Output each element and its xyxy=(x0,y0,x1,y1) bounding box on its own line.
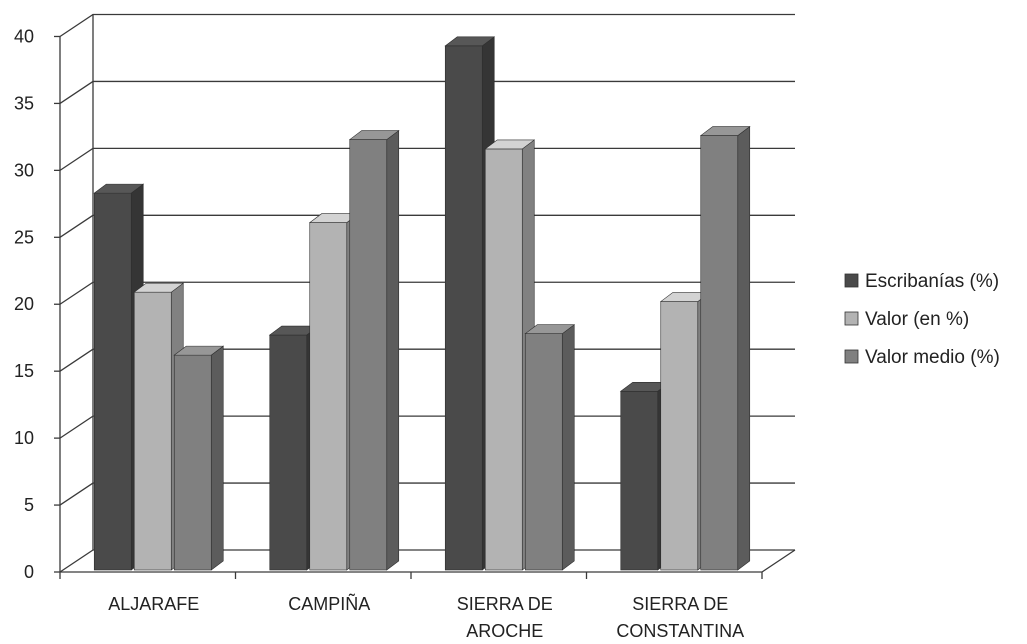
bar xyxy=(173,345,225,571)
bar-front xyxy=(173,354,212,571)
bar xyxy=(699,125,751,571)
x-category-label: AROCHE xyxy=(466,621,543,641)
bar-top xyxy=(524,324,576,334)
bar xyxy=(348,129,400,571)
gridline xyxy=(59,13,795,38)
bars-layer xyxy=(93,36,751,571)
bar-front xyxy=(444,45,483,571)
x-category-label: SIERRA DE xyxy=(632,594,728,614)
bar-front xyxy=(524,333,563,571)
y-tick-label: 10 xyxy=(14,428,34,448)
bar-top xyxy=(484,139,536,150)
legend-label: Valor (en %) xyxy=(865,309,969,330)
legend-item: Valor (en %) xyxy=(844,309,969,330)
bar-top xyxy=(133,282,185,293)
bar-side xyxy=(210,345,224,571)
bar-front xyxy=(269,334,308,571)
bar-top xyxy=(93,183,145,194)
bar xyxy=(524,324,576,571)
bar-front xyxy=(484,148,523,571)
bar-top xyxy=(348,130,400,140)
legend-swatch xyxy=(844,349,859,364)
legend-swatch xyxy=(844,273,859,288)
labels-layer: 0 5 10 15 20 25 30 35 40 ALJARAFE CAMPIÑA SIERRA DE… xyxy=(14,26,744,641)
legend-item: Escribanías (%) xyxy=(844,271,999,292)
y-tick-label: 15 xyxy=(14,361,34,381)
bar-front xyxy=(309,222,348,571)
bar-side xyxy=(386,129,400,571)
y-tick-label: 30 xyxy=(14,160,34,180)
bar-top xyxy=(699,126,751,136)
y-tick-label: 25 xyxy=(14,227,34,247)
y-tick-label: 20 xyxy=(14,294,34,314)
bar-side xyxy=(561,324,575,571)
bar-front xyxy=(660,301,699,571)
axis-layer xyxy=(54,14,796,579)
legend: Escribanías (%) Valor (en %) Valor medio (… xyxy=(844,271,1000,368)
x-category-label: SIERRA DE xyxy=(457,594,553,614)
legend-label: Valor medio (%) xyxy=(865,347,1000,368)
y-tick-label: 40 xyxy=(14,26,34,46)
gridline xyxy=(59,214,795,238)
bar-front xyxy=(93,192,132,571)
bar-top xyxy=(173,345,225,356)
bar-front xyxy=(700,135,739,571)
legend-swatch xyxy=(844,311,859,326)
legend-item: Valor medio (%) xyxy=(844,347,1000,368)
bar-side xyxy=(737,125,751,571)
x-category-label: ALJARAFE xyxy=(108,594,199,614)
bar-front xyxy=(349,139,388,571)
y-tick-label: 5 xyxy=(24,495,34,515)
x-category-label: CAMPIÑA xyxy=(288,593,370,614)
y-tick-label: 35 xyxy=(14,93,34,113)
x-category-label: CONSTANTINA xyxy=(616,621,744,641)
gridline xyxy=(59,147,795,171)
bar-front xyxy=(620,390,659,571)
bar-top xyxy=(444,36,496,47)
bar-front xyxy=(133,291,172,571)
legend-label: Escribanías (%) xyxy=(865,271,999,292)
y-tick-label: 0 xyxy=(24,562,34,582)
gridline xyxy=(59,80,795,104)
